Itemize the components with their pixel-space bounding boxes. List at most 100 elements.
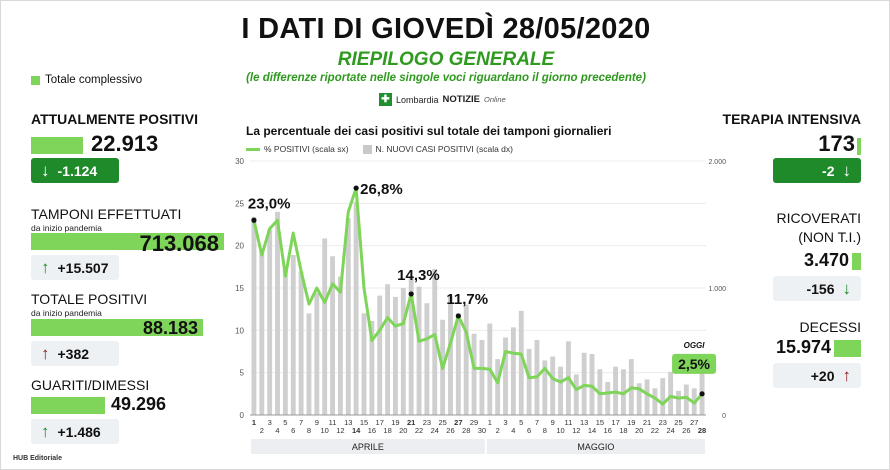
x-tick-label: 4 — [511, 426, 515, 435]
cases-bar — [361, 313, 367, 415]
cases-bar — [479, 340, 485, 415]
cases-bar — [400, 288, 406, 415]
page-note: (le differenze riportate nelle singole v… — [246, 72, 646, 84]
cases-bar — [558, 366, 563, 415]
x-tick-label: 24 — [431, 426, 439, 435]
legend-item-percent: % POSITIVI (scala sx) — [246, 144, 349, 154]
cases-bar — [668, 371, 674, 415]
total-swatch — [31, 75, 40, 85]
cases-bar — [550, 356, 556, 415]
total-legend-label: Totale complessivo — [45, 74, 143, 86]
terapia-delta: -2 ↓ — [773, 158, 861, 183]
cases-bar — [369, 321, 375, 415]
x-tick-label: 24 — [666, 426, 674, 435]
tamponi-bar — [31, 233, 224, 250]
arrow-up-icon: ↑ — [41, 257, 50, 277]
ricoverati-delta-value: -156 — [806, 280, 835, 297]
x-tick-label: 8 — [307, 426, 311, 435]
x-tick-label: 9 — [551, 418, 555, 427]
tamponi-label: TAMPONI EFFETTUATI — [31, 206, 182, 222]
cases-bar — [251, 216, 257, 415]
brand-logo: ✚ Lombardia NOTIZIE Online — [379, 93, 506, 106]
x-tick-label: 6 — [291, 426, 295, 435]
x-tick-label: 22 — [651, 426, 659, 435]
x-tick-label: 1 — [252, 418, 256, 427]
cases-bar — [298, 271, 304, 415]
x-tick-label: 14 — [352, 426, 361, 435]
cases-bar — [495, 359, 501, 415]
terapia-delta-value: -2 — [822, 162, 835, 179]
arrow-down-icon: ↓ — [41, 160, 50, 180]
x-tick-label: 11 — [565, 418, 573, 427]
x-tick-label: 23 — [423, 418, 431, 427]
cases-bar — [463, 304, 469, 415]
x-tick-label: 8 — [543, 426, 547, 435]
x-tick-label: 26 — [682, 426, 690, 435]
totale-positivi-label: TOTALE POSITIVI — [31, 291, 148, 307]
x-tick-label: 18 — [619, 426, 627, 435]
arrow-up-icon: ↑ — [41, 421, 50, 441]
totale-positivi-bar — [31, 319, 203, 336]
annotation-label: 26,8% — [360, 181, 403, 198]
guariti-delta: ↑ +1.486 — [31, 419, 119, 444]
annotation-dot — [251, 217, 257, 223]
cases-bar — [353, 201, 359, 415]
terapia-bar — [857, 138, 861, 155]
ricoverati-value: 3.470 — [803, 250, 849, 270]
cases-bar — [660, 378, 666, 415]
month-label: MAGGIO — [577, 442, 614, 452]
y-left-tick-label: 20 — [235, 242, 244, 251]
footer-credit: HUB Editoriale — [13, 455, 63, 462]
positivi-attuali-bar — [31, 137, 83, 154]
y-left-tick-label: 10 — [235, 326, 244, 335]
cases-bar — [345, 218, 351, 415]
x-tick-label: 13 — [344, 418, 352, 427]
cases-bar — [652, 388, 658, 415]
cases-bar — [282, 270, 288, 415]
cases-bar — [644, 379, 650, 415]
decessi-label: DECESSI — [799, 319, 861, 335]
totale-positivi-value: 88.183 — [142, 318, 198, 338]
cases-bar — [330, 256, 335, 415]
x-tick-label: 7 — [535, 418, 539, 427]
cases-bar — [377, 295, 383, 415]
x-tick-label: 2 — [496, 426, 500, 435]
x-tick-label: 16 — [604, 426, 612, 435]
percent-line — [252, 186, 704, 406]
x-tick-label: 1 — [488, 418, 492, 427]
x-tick-label: 18 — [383, 426, 391, 435]
x-tick-label: 5 — [519, 418, 523, 427]
y-right-tick-label: 1.000 — [708, 286, 726, 293]
cases-bar — [471, 333, 477, 415]
tamponi-delta: ↑ +15.507 — [31, 255, 119, 280]
cases-bar — [605, 381, 611, 415]
x-tick-label: 17 — [611, 418, 619, 427]
cases-bar — [314, 293, 320, 415]
ricoverati-delta: -156 ↓ — [773, 276, 861, 301]
x-tick-label: 25 — [438, 418, 446, 427]
cases-bar — [510, 327, 516, 415]
positivi-attuali-delta-value: -1.124 — [57, 162, 98, 179]
cases-bar — [432, 268, 438, 415]
annotation-label: 2,5% — [678, 356, 710, 372]
arrow-down-icon: ↓ — [842, 160, 852, 180]
decessi-delta: +20 ↑ — [773, 363, 861, 388]
month-band — [486, 439, 705, 454]
ricoverati-bar — [852, 253, 861, 270]
legend-line-swatch — [246, 147, 260, 151]
y-right-tick-label: 0 — [722, 413, 726, 420]
totale-positivi-delta-value: +382 — [57, 345, 90, 362]
cases-bar — [676, 390, 681, 415]
cases-bar — [306, 313, 312, 415]
legend-item-cases: N. NUOVI CASI POSITIVI (scala dx) — [362, 144, 513, 154]
cases-bar — [267, 229, 273, 415]
brand-cross-icon: ✚ — [379, 93, 392, 106]
x-tick-label: 21 — [643, 418, 651, 427]
y-left-tick-label: 30 — [235, 157, 244, 166]
x-tick-label: 29 — [470, 418, 478, 427]
x-tick-label: 26 — [446, 426, 454, 435]
cases-bar — [385, 284, 391, 415]
today-badge — [672, 353, 717, 374]
cases-bar — [542, 360, 548, 415]
today-badge-label: OGGI — [684, 341, 706, 350]
